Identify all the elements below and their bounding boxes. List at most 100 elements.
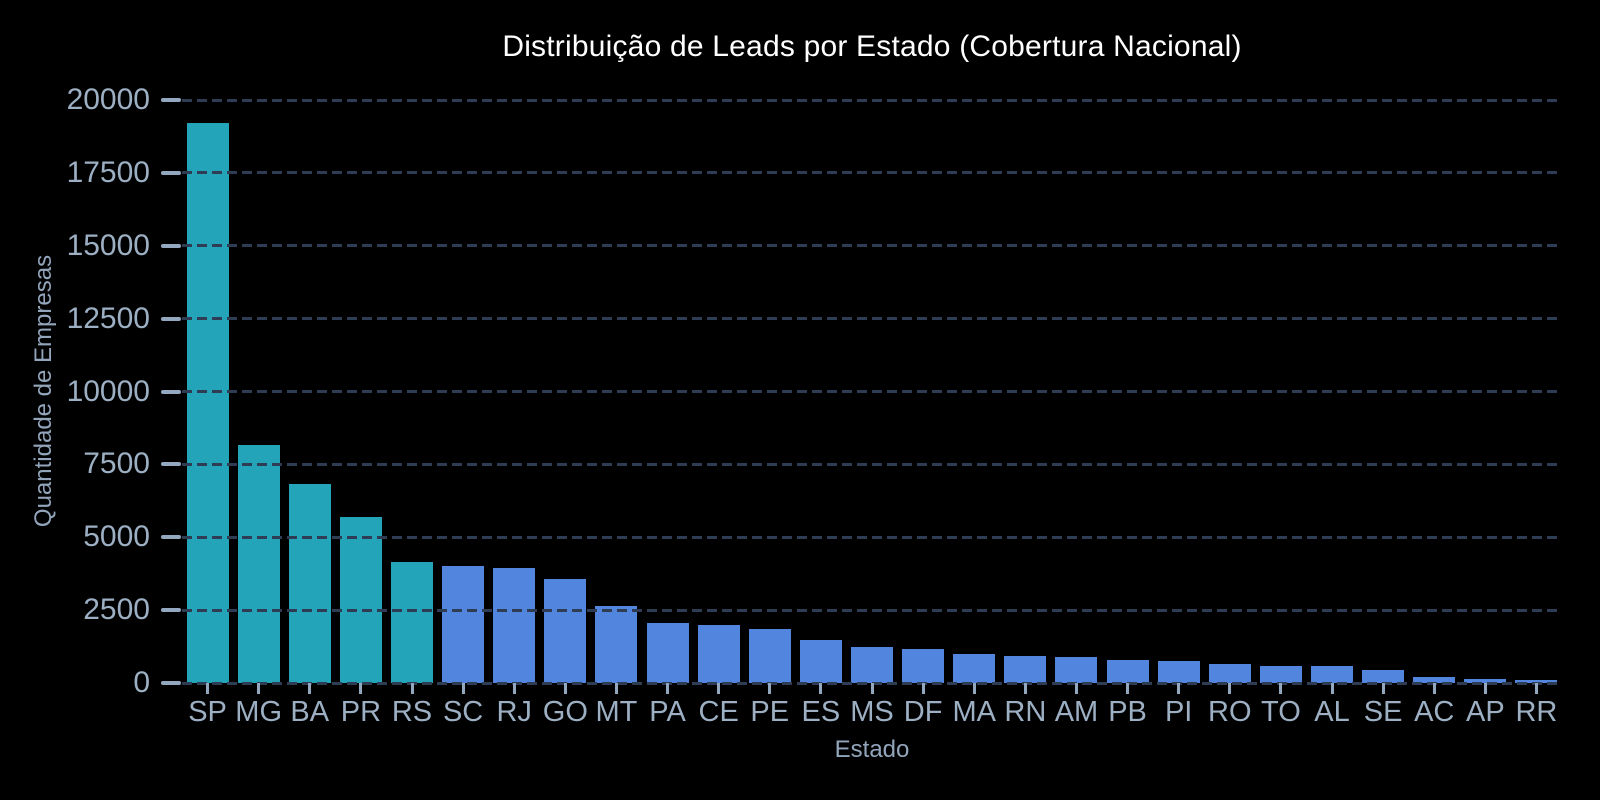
x-tick-label: SP	[188, 696, 227, 728]
y-tick-mark	[161, 389, 181, 394]
x-tick-mark	[461, 683, 465, 694]
bar-to[interactable]	[1259, 665, 1302, 683]
x-tick-label: PR	[340, 696, 382, 728]
x-tick-mark	[921, 683, 925, 694]
bar-ma[interactable]	[953, 654, 996, 683]
y-tick-mark	[161, 243, 181, 248]
bar-se[interactable]	[1362, 669, 1405, 683]
x-tick-label: PA	[649, 696, 686, 728]
x-tick-label: RR	[1515, 696, 1558, 728]
bar-df[interactable]	[902, 649, 945, 683]
chart-title: Distribuição de Leads por Estado (Cobert…	[502, 30, 1242, 63]
x-tick-mark	[717, 683, 721, 694]
x-tick-mark	[206, 683, 210, 694]
bar-al[interactable]	[1310, 666, 1353, 683]
x-tick-mark	[563, 683, 567, 694]
x-tick-label: GO	[542, 696, 588, 728]
x-tick-mark	[1432, 683, 1436, 694]
x-tick-mark	[1279, 683, 1283, 694]
x-tick-mark	[768, 683, 772, 694]
bar-ms[interactable]	[850, 647, 893, 683]
y-tick-label: 15000	[66, 228, 150, 262]
x-tick-label: CE	[698, 696, 739, 728]
y-tick-mark	[161, 535, 181, 540]
x-tick-mark	[819, 683, 823, 694]
x-tick-label: MS	[850, 696, 894, 728]
bar-ro[interactable]	[1208, 664, 1251, 683]
bar-pb[interactable]	[1106, 659, 1149, 683]
y-axis-title: Quantidade de Empresas	[30, 254, 57, 528]
y-tick-mark	[161, 170, 181, 175]
x-tick-mark	[1074, 683, 1078, 694]
bar-ac[interactable]	[1413, 677, 1456, 683]
y-tick-label: 7500	[83, 447, 150, 481]
x-tick-label: RO	[1208, 696, 1252, 728]
plot-area	[182, 98, 1562, 685]
y-tick-label: 2500	[83, 593, 150, 627]
x-tick-label: ES	[801, 696, 841, 728]
y-tick-label: 20000	[66, 83, 150, 116]
x-tick-label: AC	[1414, 696, 1455, 728]
x-tick-mark	[1534, 683, 1538, 694]
x-tick-label: AL	[1314, 696, 1350, 728]
y-tick-label: 0	[133, 666, 150, 699]
bar-pe[interactable]	[748, 628, 791, 683]
y-tick-label: 17500	[66, 155, 150, 189]
x-tick-mark	[1483, 683, 1487, 694]
x-tick-mark	[1330, 683, 1334, 694]
x-tick-label: MA	[952, 696, 996, 728]
x-tick-mark	[512, 683, 516, 694]
bar-rj[interactable]	[493, 567, 536, 683]
x-tick-label: BA	[290, 696, 330, 728]
x-tick-label: PI	[1164, 696, 1193, 728]
bar-mt[interactable]	[595, 606, 638, 683]
bar-ba[interactable]	[288, 484, 331, 683]
bar-rn[interactable]	[1004, 655, 1047, 683]
x-tick-label: MT	[595, 696, 638, 728]
x-tick-mark	[1228, 683, 1232, 694]
x-tick-mark	[614, 683, 618, 694]
x-tick-label: RN	[1004, 696, 1047, 728]
x-tick-label: RJ	[496, 696, 532, 728]
bar-ap[interactable]	[1464, 678, 1507, 683]
x-tick-mark	[257, 683, 261, 694]
bar-go[interactable]	[544, 578, 587, 683]
x-tick-mark	[1381, 683, 1385, 694]
x-tick-label: DF	[903, 696, 943, 728]
y-tick-label: 10000	[66, 374, 150, 408]
x-tick-label: AM	[1054, 696, 1099, 728]
y-tick-label: 12500	[66, 301, 150, 335]
x-tick-label: RS	[391, 696, 433, 728]
x-tick-mark	[1177, 683, 1181, 694]
x-axis-title: Estado	[834, 736, 910, 763]
bar-pi[interactable]	[1157, 661, 1200, 683]
bar-sp[interactable]	[186, 123, 229, 683]
x-tick-label: MG	[235, 696, 283, 728]
x-tick-label: SE	[1363, 696, 1403, 728]
x-tick-mark	[359, 683, 363, 694]
x-tick-mark	[1126, 683, 1130, 694]
bar-rs[interactable]	[390, 562, 433, 683]
bar-am[interactable]	[1055, 656, 1098, 683]
bars-layer	[182, 100, 1562, 683]
x-tick-mark	[972, 683, 976, 694]
x-tick-label: TO	[1261, 696, 1301, 728]
bar-sc[interactable]	[442, 565, 485, 683]
bar-pr[interactable]	[339, 516, 382, 683]
y-tick-mark	[161, 608, 181, 613]
bar-pa[interactable]	[646, 622, 689, 683]
x-tick-mark	[410, 683, 414, 694]
y-tick-mark	[161, 681, 181, 685]
bar-es[interactable]	[799, 640, 842, 683]
y-tick-label: 5000	[83, 520, 150, 554]
bar-ce[interactable]	[697, 625, 740, 683]
x-tick-mark	[308, 683, 312, 694]
bar-rr[interactable]	[1515, 680, 1558, 683]
x-tick-label: AP	[1465, 696, 1505, 728]
bar-mg[interactable]	[237, 444, 280, 683]
x-tick-label: SC	[442, 696, 484, 728]
x-tick-label: PE	[750, 696, 790, 728]
x-tick-mark	[1023, 683, 1027, 694]
y-tick-mark	[161, 316, 181, 321]
